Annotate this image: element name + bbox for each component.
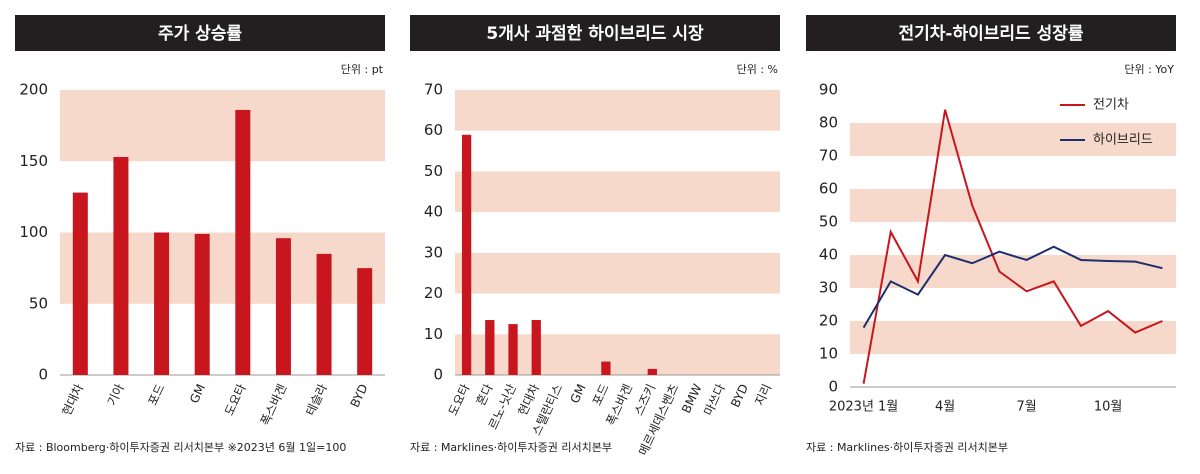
y-tick-label: 80 [819,114,838,132]
chart-title: 주가 상승률 [158,24,242,44]
y-tick-label: 60 [424,121,443,139]
bar [601,361,611,375]
bar [461,134,472,375]
bar [275,238,291,375]
line-series [862,245,1163,329]
y-tick-label: 100 [19,223,48,241]
source-note: 자료 : Bloomberg·하이투자증권 리서치본부 ※2023년 6월 1일… [15,440,346,454]
grid-band [60,232,385,304]
bar [531,320,541,375]
grid-band [455,171,780,213]
title-bar [410,15,780,51]
x-tick-label: 현대차 [60,382,87,418]
y-tick-label: 90 [819,81,838,99]
chart-title: 5개사 과점한 하이브리드 시장 [486,24,704,44]
x-tick-label: 7월 [1016,400,1036,415]
x-tick-label: 도요타 [222,382,249,418]
x-tick-label: 기아 [105,382,127,408]
y-tick-label: 200 [19,81,48,99]
grid-band [850,321,1176,354]
y-tick-label: 40 [819,246,838,264]
chart-title: 전기차-하이브리드 성장률 [898,24,1083,44]
source-note: 자료 : Marklines·하이투자증권 리서치본부 [410,440,612,454]
bar [154,232,170,375]
title-bar [15,15,385,51]
y-tick-label: 40 [424,203,443,221]
grid-band [850,123,1176,156]
source-note: 자료 : Marklines·하이투자증권 리서치본부 [806,440,1008,454]
x-tick-label: GM [568,382,589,406]
y-tick-label: 20 [819,312,838,330]
grid-band [60,90,385,162]
bar [508,324,518,375]
x-tick-label: 혼다 [474,382,496,408]
y-tick-label: 0 [38,366,48,384]
unit-label: 단위 : % [737,63,778,76]
bar [194,233,210,375]
grid-band [850,189,1176,222]
grid-band [455,252,780,294]
x-tick-label: 마쓰다 [701,382,728,418]
legend-label: 전기차 [1093,98,1129,113]
bar [485,320,495,375]
grid-band [455,90,780,131]
y-tick-label: 30 [819,279,838,297]
y-tick-label: 50 [29,294,48,312]
unit-label: 단위 : YoY [1124,63,1174,76]
y-tick-label: 70 [819,147,838,165]
grid-band [455,334,780,375]
y-tick-label: 10 [424,325,443,343]
bar [316,253,332,375]
unit-label: 단위 : pt [341,63,384,76]
x-tick-label: 도요타 [446,382,473,418]
y-tick-label: 10 [819,345,838,363]
bar [357,268,373,375]
x-tick-label: BYD [728,382,751,410]
y-tick-label: 50 [819,213,838,231]
line-series [862,109,1163,384]
bar [235,109,251,375]
y-tick-label: 0 [828,378,838,396]
y-tick-label: 70 [424,81,443,99]
x-tick-label: GM [187,382,208,406]
x-tick-label: 테슬라 [303,382,330,418]
title-bar [806,15,1176,51]
x-tick-label: 포드 [145,382,167,408]
y-tick-label: 20 [424,284,443,302]
x-tick-label: 4월 [935,400,955,415]
legend-label: 하이브리드 [1093,133,1153,148]
y-tick-label: 30 [424,243,443,261]
y-tick-label: 60 [819,180,838,198]
y-tick-label: 50 [424,162,443,180]
x-tick-label: 지리 [752,382,774,408]
x-tick-label: BYD [348,382,371,410]
x-tick-label: 폭스바겐 [258,382,289,428]
bar [647,368,657,375]
y-tick-label: 0 [433,366,443,384]
grid-band [850,255,1176,288]
x-tick-label: 10월 [1094,400,1123,415]
x-tick-label: 2023년 1월 [829,400,898,415]
bar [113,156,129,375]
y-tick-label: 150 [19,152,48,170]
bar [72,192,88,375]
x-tick-label: 포드 [590,382,612,408]
